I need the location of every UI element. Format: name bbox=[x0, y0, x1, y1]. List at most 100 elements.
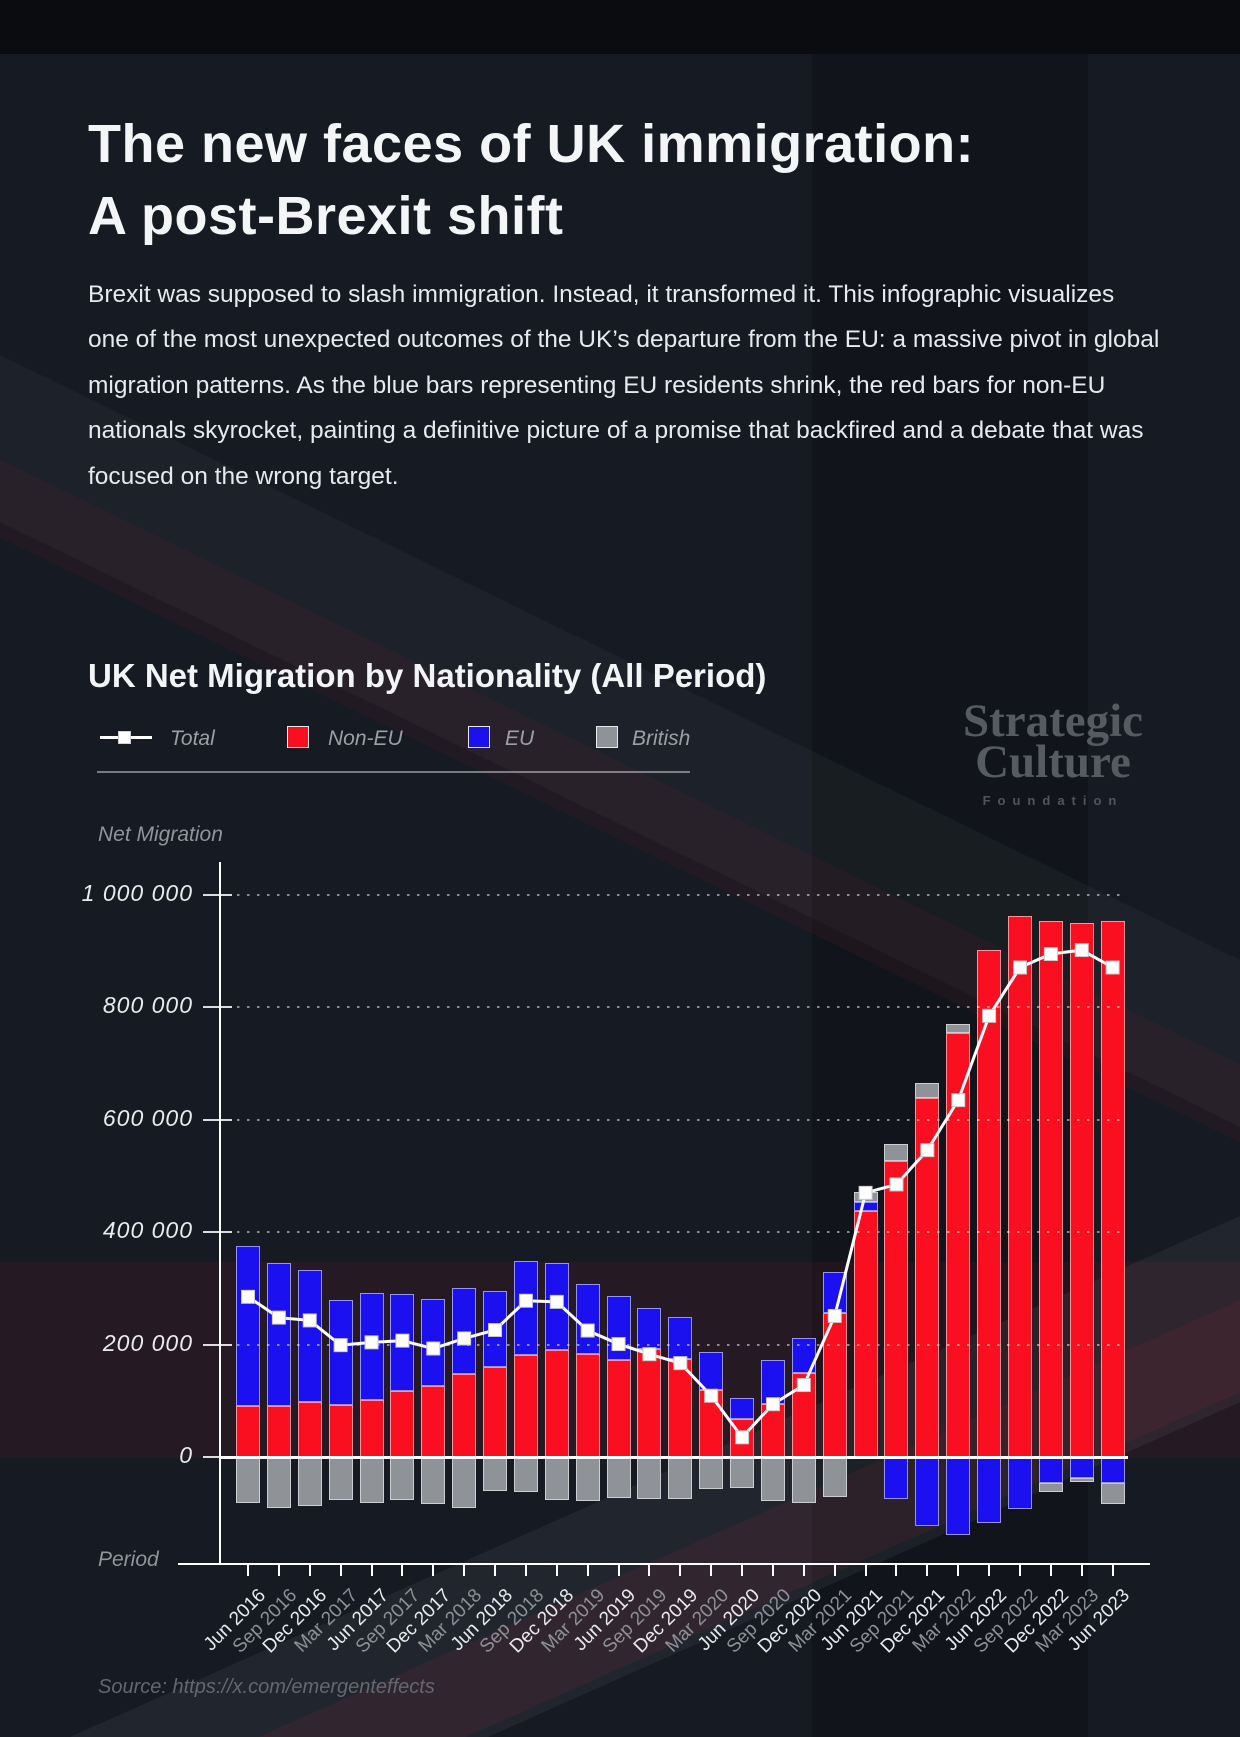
bar-segment-eu-mar-2023 bbox=[1069, 1457, 1094, 1479]
bar-segment-eu-jun-2019 bbox=[606, 1295, 631, 1360]
x-tick-22 bbox=[926, 1564, 929, 1576]
x-tick-23 bbox=[957, 1564, 960, 1576]
bar-segment-noneu-mar-2017 bbox=[328, 1404, 353, 1457]
x-tick-21 bbox=[895, 1564, 898, 1576]
x-tick-20 bbox=[864, 1564, 867, 1576]
strategic-culture-foundation-logo: Strategic Culture Foundation bbox=[948, 695, 1158, 808]
x-tick-0 bbox=[247, 1564, 249, 1576]
legend-swatch-non-eu bbox=[287, 726, 309, 748]
bar-segment-british-dec-2021 bbox=[915, 1082, 940, 1099]
y-tick-label-600000: 600 000 bbox=[102, 1104, 193, 1131]
x-tick-15 bbox=[710, 1564, 713, 1576]
gridline-1000000 bbox=[237, 894, 1122, 896]
y-axis-line bbox=[219, 862, 221, 1564]
y-tick-0 bbox=[203, 1456, 232, 1458]
bar-segment-eu-mar-2017 bbox=[328, 1300, 353, 1405]
bar-segment-eu-dec-2018 bbox=[544, 1262, 569, 1350]
bar-segment-british-dec-2018 bbox=[544, 1457, 569, 1500]
bar-segment-eu-sep-2016 bbox=[266, 1262, 291, 1407]
bar-segment-eu-jun-2020 bbox=[730, 1397, 755, 1419]
x-tick-16 bbox=[741, 1564, 744, 1576]
page-title-line2: A post-Brexit shift bbox=[88, 186, 564, 247]
bar-segment-noneu-dec-2019 bbox=[668, 1359, 693, 1457]
x-tick-18 bbox=[802, 1564, 805, 1576]
y-tick-200000 bbox=[203, 1343, 232, 1346]
bar-segment-noneu-mar-2020 bbox=[699, 1389, 724, 1457]
logo-line1: Strategic bbox=[962, 695, 1144, 747]
bar-segment-eu-jun-2018 bbox=[483, 1291, 508, 1368]
bar-segment-eu-jun-2017 bbox=[359, 1293, 384, 1401]
bar-segment-noneu-jun-2018 bbox=[483, 1367, 508, 1457]
bar-segment-noneu-sep-2020 bbox=[760, 1404, 785, 1457]
x-tick-1 bbox=[277, 1564, 280, 1576]
bar-segment-noneu-dec-2021 bbox=[915, 1098, 940, 1457]
bar-segment-british-dec-2022 bbox=[1038, 1482, 1063, 1492]
bar-segment-british-sep-2019 bbox=[637, 1457, 662, 1500]
bar-segment-noneu-jun-2017 bbox=[359, 1400, 384, 1457]
bar-segment-eu-jun-2022 bbox=[977, 1457, 1002, 1524]
x-tick-12 bbox=[617, 1564, 620, 1576]
bar-segment-eu-sep-2022 bbox=[1008, 1457, 1032, 1510]
x-tick-27 bbox=[1080, 1564, 1083, 1576]
bar-segment-british-sep-2016 bbox=[266, 1457, 291, 1509]
bar-segment-eu-jun-2023 bbox=[1100, 1457, 1125, 1484]
y-tick-800000 bbox=[203, 1006, 232, 1009]
bar-segment-noneu-jun-2023 bbox=[1100, 920, 1125, 1457]
total-marker-sample bbox=[118, 731, 131, 744]
bar-segment-eu-jun-2021 bbox=[853, 1202, 878, 1211]
x-tick-25 bbox=[1019, 1564, 1021, 1576]
bar-segment-british-mar-2017 bbox=[328, 1457, 353, 1501]
bar-segment-british-jun-2021 bbox=[853, 1192, 878, 1203]
bar-segment-british-dec-2017 bbox=[421, 1457, 446, 1505]
y-tick-label-800000: 800 000 bbox=[102, 992, 193, 1019]
y-tick-label-0: 0 bbox=[179, 1442, 193, 1468]
bar-segment-eu-dec-2016 bbox=[297, 1269, 322, 1402]
y-tick-label-400000: 400 000 bbox=[102, 1217, 193, 1244]
x-tick-26 bbox=[1049, 1564, 1052, 1576]
top-black-strip bbox=[0, 0, 1240, 54]
logo-line3: Foundation bbox=[982, 793, 1124, 808]
gridline-200000 bbox=[237, 1343, 1122, 1346]
bar-segment-eu-sep-2020 bbox=[760, 1359, 785, 1405]
bar-segment-british-sep-2021 bbox=[884, 1143, 909, 1162]
x-tick-19 bbox=[833, 1564, 836, 1576]
page-title-line1: The new faces of UK immigration: bbox=[88, 114, 975, 175]
x-tick-2 bbox=[308, 1564, 311, 1576]
bar-segment-eu-dec-2017 bbox=[421, 1298, 446, 1387]
gridline-400000 bbox=[237, 1231, 1122, 1234]
x-tick-17 bbox=[771, 1564, 774, 1576]
bar-segment-eu-dec-2022 bbox=[1038, 1457, 1063, 1483]
bar-segment-eu-mar-2022 bbox=[946, 1457, 971, 1536]
bar-segment-noneu-mar-2023 bbox=[1069, 923, 1094, 1457]
bar-segment-eu-sep-2021 bbox=[884, 1457, 909, 1499]
bar-segment-eu-mar-2020 bbox=[699, 1351, 724, 1390]
bar-segment-noneu-sep-2022 bbox=[1008, 915, 1032, 1457]
bar-segment-british-dec-2016 bbox=[297, 1457, 322, 1506]
bar-segment-british-mar-2022 bbox=[946, 1024, 971, 1033]
x-tick-28 bbox=[1111, 1564, 1114, 1576]
x-tick-3 bbox=[339, 1564, 342, 1576]
x-tick-14 bbox=[679, 1564, 682, 1576]
legend-label-non-eu: Non-EU bbox=[328, 727, 403, 750]
y-tick-label-1000000: 1 000 000 bbox=[81, 880, 193, 906]
bar-segment-british-mar-2023 bbox=[1069, 1478, 1094, 1482]
bar-segment-noneu-mar-2019 bbox=[575, 1353, 600, 1457]
bar-segment-eu-mar-2018 bbox=[452, 1287, 477, 1374]
x-tick-13 bbox=[648, 1564, 651, 1576]
bar-segment-british-jun-2016 bbox=[236, 1457, 260, 1504]
y-axis-caption: Net Migration bbox=[98, 823, 223, 846]
bar-segment-british-mar-2019 bbox=[575, 1457, 600, 1502]
source-credit: Source: https://x.com/emergenteffects bbox=[98, 1676, 435, 1698]
x-tick-5 bbox=[401, 1564, 404, 1576]
legend-divider bbox=[97, 771, 690, 773]
bar-segment-noneu-sep-2017 bbox=[390, 1390, 415, 1457]
bar-segment-noneu-jun-2021 bbox=[853, 1210, 878, 1457]
x-axis-caption: Period bbox=[98, 1548, 159, 1571]
bar-segment-british-sep-2018 bbox=[513, 1457, 538, 1493]
bar-segment-noneu-dec-2017 bbox=[421, 1386, 446, 1457]
x-tick-9 bbox=[524, 1564, 527, 1576]
bar-segment-british-sep-2017 bbox=[390, 1457, 415, 1501]
zero-gridline bbox=[219, 1456, 1128, 1459]
bar-segment-noneu-dec-2018 bbox=[544, 1349, 569, 1457]
bar-segment-british-jun-2020 bbox=[730, 1457, 755, 1489]
